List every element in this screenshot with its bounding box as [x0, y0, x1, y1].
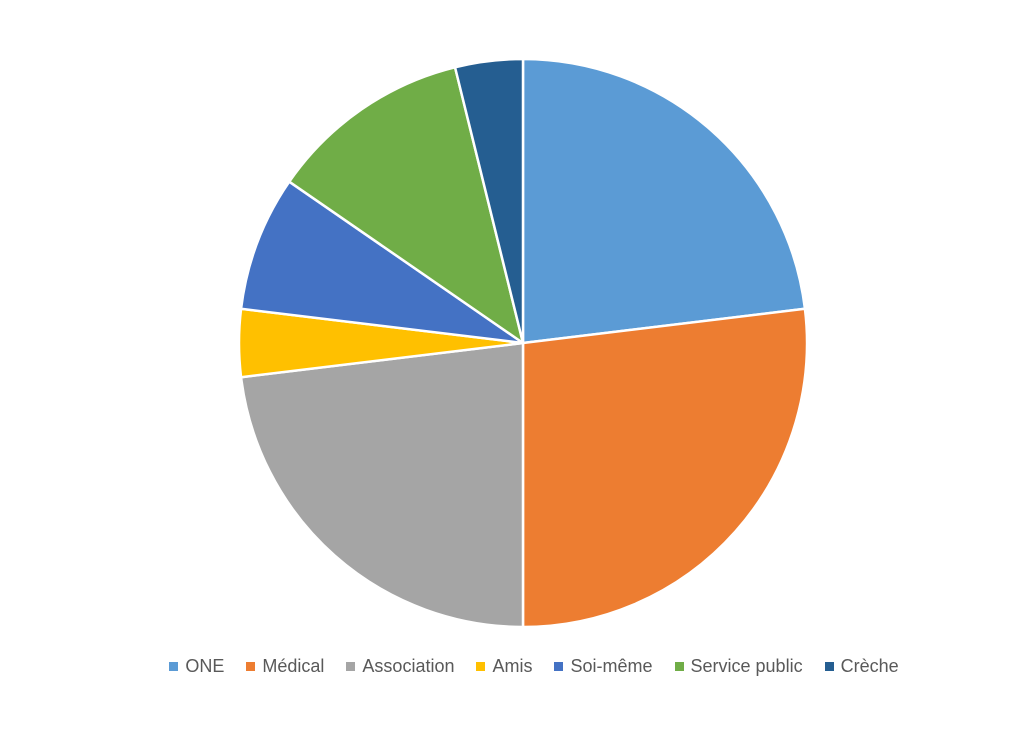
legend-swatch — [246, 661, 256, 671]
pie-slice-m-dical — [521, 307, 809, 629]
legend-label: Amis — [492, 655, 533, 676]
legend-item: Médical — [246, 656, 324, 677]
legend-label: Service public — [690, 655, 803, 676]
legend-label: Soi-même — [570, 655, 653, 676]
legend-label: ONE — [185, 655, 225, 676]
pie-slice-service-public — [288, 66, 525, 345]
legend-item: Crèche — [824, 655, 899, 677]
legend: ONE Médical Association Amis Soi-même Service… — [0, 654, 1024, 678]
legend-label: Médical — [262, 655, 325, 676]
legend-swatch — [554, 661, 564, 671]
pie-slice-one — [521, 57, 807, 345]
legend-swatch — [346, 661, 356, 671]
legend-swatch — [169, 661, 179, 671]
pie-slices — [237, 57, 809, 629]
legend-label: Association — [362, 655, 455, 676]
legend-swatch — [476, 661, 486, 671]
pie-slice-association — [239, 341, 525, 629]
legend-swatch — [674, 661, 684, 671]
legend-item: ONE — [169, 656, 224, 677]
legend-item: Service public — [674, 655, 803, 677]
legend-item: Association — [346, 656, 454, 677]
legend-swatch — [824, 661, 834, 671]
legend-label: Crèche — [840, 655, 899, 676]
legend-item: Soi-même — [554, 655, 653, 677]
pie-slice-cr-che — [453, 57, 525, 345]
legend-item: Amis — [476, 656, 532, 677]
pie-slice-soi-m-me — [239, 180, 525, 345]
